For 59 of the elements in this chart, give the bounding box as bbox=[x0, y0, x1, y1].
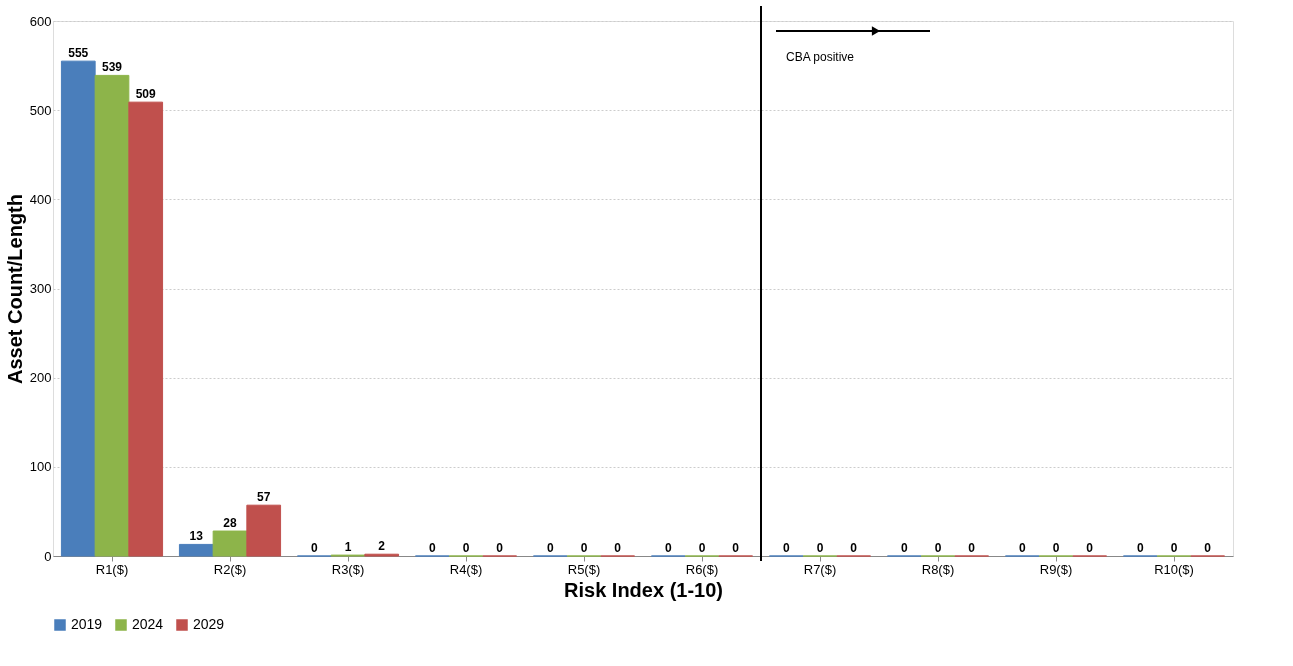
data-label: 0 bbox=[614, 541, 622, 555]
data-label: 0 bbox=[1086, 541, 1094, 555]
data-label: 0 bbox=[1170, 541, 1178, 555]
data-label: 13 bbox=[189, 529, 204, 544]
x-tick-label: R9($) bbox=[1039, 561, 1073, 577]
x-axis-title: Risk Index (1-10) bbox=[564, 578, 723, 601]
data-label: 2 bbox=[378, 539, 386, 554]
y-tick-label: 300 bbox=[29, 281, 52, 296]
data-label: 0 bbox=[816, 541, 824, 555]
y-tick-label: 100 bbox=[29, 459, 52, 475]
data-label: 0 bbox=[1052, 541, 1060, 555]
x-tick-label: R3($) bbox=[331, 561, 365, 577]
annotation: CBA positive bbox=[786, 50, 855, 64]
data-label: 0 bbox=[1136, 541, 1144, 555]
legend-label: 2019 bbox=[71, 616, 103, 632]
data-label: 539 bbox=[101, 60, 123, 75]
data-label: 0 bbox=[968, 541, 976, 555]
bar bbox=[246, 504, 282, 557]
y-tick-label: 400 bbox=[29, 191, 52, 207]
y-tick-label: 0 bbox=[44, 548, 52, 564]
bar bbox=[94, 74, 130, 557]
data-label: 0 bbox=[580, 541, 588, 555]
data-label: 0 bbox=[546, 541, 554, 555]
data-label: 555 bbox=[68, 46, 89, 61]
data-label: 0 bbox=[462, 541, 470, 555]
y-axis-title: Asset Count/Length bbox=[3, 194, 26, 384]
x-tick-label: R1($) bbox=[95, 561, 129, 577]
y-tick-label: 500 bbox=[29, 102, 52, 118]
x-tick-label: R5($) bbox=[567, 561, 601, 577]
data-label: 57 bbox=[257, 490, 271, 505]
x-tick-label: R6($) bbox=[685, 561, 719, 577]
data-label: 0 bbox=[782, 541, 790, 555]
data-label: 0 bbox=[310, 541, 318, 555]
x-tick-label: R2($) bbox=[213, 561, 247, 577]
data-label: 0 bbox=[732, 541, 740, 555]
y-tick-label: 600 bbox=[29, 13, 52, 29]
legend-label: 2024 bbox=[132, 616, 164, 632]
data-label: 1 bbox=[344, 540, 352, 555]
data-label: 0 bbox=[698, 541, 706, 555]
data-label: 0 bbox=[900, 541, 908, 555]
data-label: 0 bbox=[1018, 541, 1026, 555]
data-label: 0 bbox=[934, 541, 942, 555]
bar bbox=[178, 543, 214, 557]
bar bbox=[212, 530, 248, 557]
data-label: 0 bbox=[428, 541, 436, 555]
bar bbox=[60, 60, 96, 557]
x-tick-label: R7($) bbox=[803, 561, 837, 577]
data-label: 0 bbox=[496, 541, 504, 555]
data-label: 28 bbox=[223, 516, 237, 531]
bar bbox=[128, 101, 164, 557]
legend-label: 2029 bbox=[193, 616, 225, 632]
x-tick-label: R10($) bbox=[1154, 561, 1194, 577]
x-tick-label: R8($) bbox=[921, 561, 955, 577]
x-tick-label: R4($) bbox=[449, 561, 483, 577]
y-tick-label: 200 bbox=[29, 370, 52, 386]
data-label: 509 bbox=[135, 87, 157, 102]
data-label: 0 bbox=[1204, 541, 1212, 555]
data-label: 0 bbox=[664, 541, 672, 555]
data-label: 0 bbox=[850, 541, 858, 555]
